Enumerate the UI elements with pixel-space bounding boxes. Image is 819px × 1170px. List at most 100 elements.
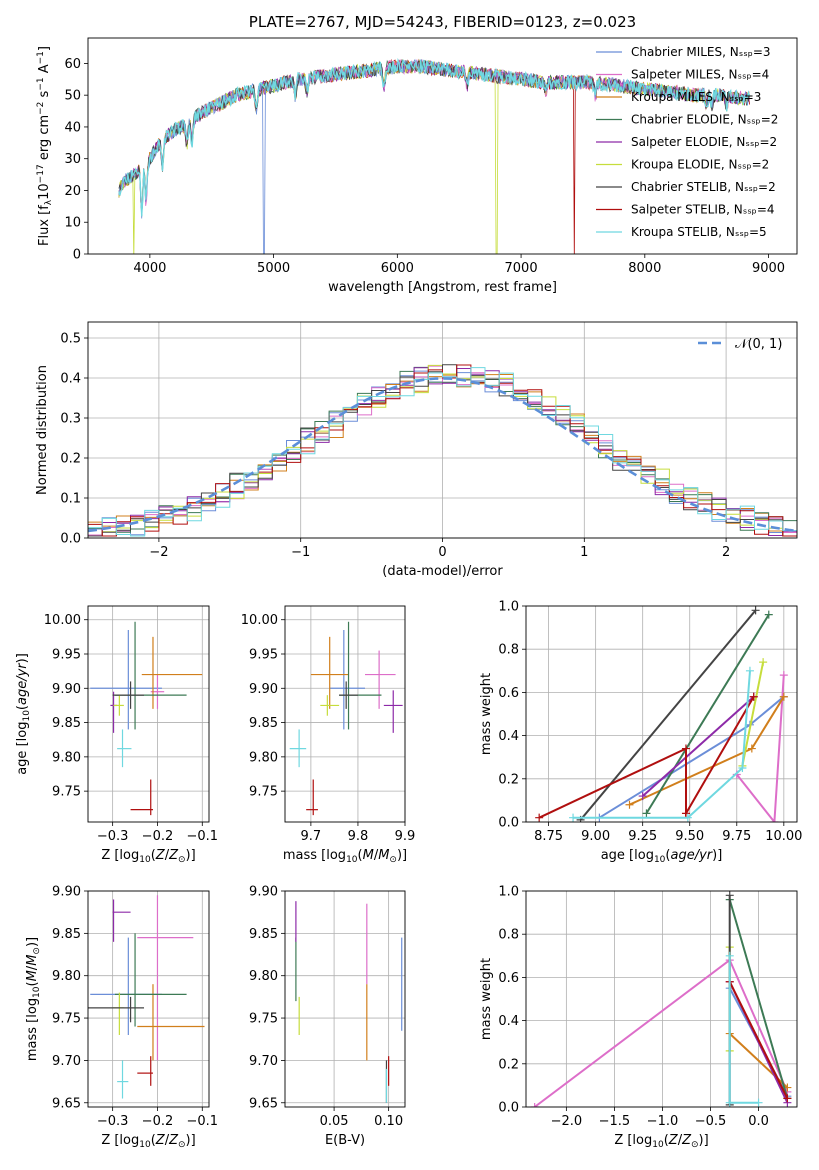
weight-line	[728, 981, 789, 1099]
error-cross	[114, 621, 187, 730]
plot-area	[535, 606, 788, 822]
grid	[88, 606, 209, 822]
x-axis-label: wavelength [Angstrom, rest frame]	[328, 280, 557, 295]
x-tick-label: 0.10	[374, 1114, 403, 1129]
x-tick-label: 0	[438, 545, 446, 560]
legend-label: Chabrier MILES, Nₛₛₚ=3	[631, 45, 771, 59]
plot-area	[88, 364, 797, 537]
axes-frame	[87, 605, 210, 823]
x-axis-label: Z [log10(Z/Z⊙)]	[614, 1133, 708, 1150]
x-tick-label: −0.1	[186, 1114, 218, 1129]
weight-marker	[738, 764, 747, 772]
y-tick-label: 0.1	[60, 492, 81, 507]
x-tick-label: 6000	[381, 261, 414, 276]
weight-marker	[759, 658, 768, 667]
weight-line	[645, 614, 770, 814]
y-tick-label: 9.75	[52, 785, 81, 800]
error-cross	[365, 650, 396, 709]
axes-frame	[284, 605, 406, 823]
spectrum-line	[118, 57, 751, 217]
panel-mass-vs-Z: −0.3 −0.2 −0.1 9.65 9.70 9.75 9.80 9.85 9.90 Z [l…	[25, 885, 218, 1151]
x-tick-label: −1.5	[599, 1114, 631, 1129]
plot-area	[530, 891, 792, 1107]
y-axis-label: Flux [fλ10−17 erg cm−2 s−1 A−1]	[36, 46, 54, 246]
error-cross	[117, 1060, 129, 1099]
figure-title: PLATE=2767, MJD=54243, FIBERID=0123, z=0…	[248, 13, 637, 31]
weight-line	[728, 899, 789, 1099]
y-tick-label: 9.90	[52, 885, 81, 900]
histogram-step	[88, 364, 797, 537]
y-tick-label: 9.90	[249, 682, 278, 697]
y-axis-label: mass weight	[479, 673, 494, 755]
x-tick-label: 9.50	[675, 829, 704, 844]
x-tick-label: 5000	[257, 261, 290, 276]
y-tick-label: 40	[64, 120, 81, 135]
y-tick-label: 9.80	[249, 969, 278, 984]
y-tick-label: 0.0	[498, 816, 519, 831]
y-tick-label: 0.6	[498, 686, 519, 701]
weight-marker	[625, 800, 634, 809]
weight-line	[579, 609, 757, 821]
error-cross	[137, 984, 205, 1061]
error-cross	[383, 690, 403, 733]
y-tick-label: 9.85	[249, 716, 278, 731]
panel-age-vs-mass: 9.7 9.8 9.9 9.75 9.80 9.85 9.90 9.95 10.00 mass […	[241, 605, 415, 865]
legend-label: Kroupa ELODIE, Nₛₛₚ=2	[631, 158, 769, 172]
x-tick-label: −0.2	[142, 1114, 174, 1129]
error-cross	[137, 1056, 153, 1086]
weight-marker	[783, 1094, 792, 1103]
error-cross	[90, 937, 162, 1035]
plot-area	[90, 621, 203, 816]
y-tick-label: 9.85	[52, 927, 81, 942]
x-tick-label: −1.0	[647, 1114, 679, 1129]
x-axis-label: Z [log10(Z/Z⊙)]	[101, 1133, 195, 1150]
weight-marker	[642, 809, 651, 818]
legend-label: Kroupa STELIB, Nₛₛₚ=5	[631, 225, 767, 239]
panel-weight-vs-Z: −2.0 −1.5 −1.0 −0.5 0.0 0.0 0.2 0.4 0.6 0.8 1.0 Z […	[479, 885, 798, 1150]
weight-line	[741, 662, 765, 766]
y-tick-label: 9.65	[52, 1096, 81, 1111]
weight-marker	[779, 671, 788, 680]
weight-marker	[745, 666, 754, 675]
y-tick-label: 9.85	[249, 927, 278, 942]
error-cross	[112, 992, 124, 1035]
axes-frame	[525, 605, 798, 823]
y-tick-label: 0.2	[498, 1057, 519, 1072]
weight-marker	[770, 818, 779, 822]
y-tick-label: 10.00	[44, 613, 81, 628]
weight-marker	[779, 692, 788, 701]
y-tick-label: 30	[64, 152, 81, 167]
x-tick-label: 9.25	[628, 829, 657, 844]
y-tick-label: 20	[64, 184, 81, 199]
y-tick-label: 0.2	[60, 452, 81, 467]
legend-label: Salpeter STELIB, Nₛₛₚ=4	[631, 203, 775, 217]
error-cross	[112, 899, 131, 942]
error-cross	[117, 729, 132, 768]
plot-area	[88, 895, 205, 1099]
gaussian-reference-line	[88, 377, 797, 533]
x-tick-label: 9.8	[348, 829, 369, 844]
y-tick-label: 9.85	[52, 716, 81, 731]
x-tick-label: −0.5	[695, 1114, 727, 1129]
weight-marker	[725, 891, 734, 900]
axes-frame	[87, 321, 798, 539]
x-tick-label: 2	[722, 545, 730, 560]
x-tick-label: −1	[291, 545, 310, 560]
weight-marker	[751, 606, 760, 615]
weight-marker	[638, 792, 647, 801]
x-tick-label: 1	[580, 545, 588, 560]
weight-marker	[747, 744, 756, 753]
x-tick-label: 7000	[505, 261, 538, 276]
y-tick-label: 0.4	[498, 729, 519, 744]
error-cross	[339, 681, 358, 709]
weight-marker	[725, 951, 734, 960]
weight-marker	[754, 1098, 763, 1107]
x-tick-label: −0.2	[142, 829, 174, 844]
weight-marker	[764, 610, 773, 619]
weight-line	[736, 675, 785, 822]
x-tick-label: 9.7	[301, 829, 322, 844]
y-tick-label: 9.75	[249, 785, 278, 800]
y-tick-label: 60	[64, 57, 81, 72]
weight-marker	[725, 1098, 734, 1107]
